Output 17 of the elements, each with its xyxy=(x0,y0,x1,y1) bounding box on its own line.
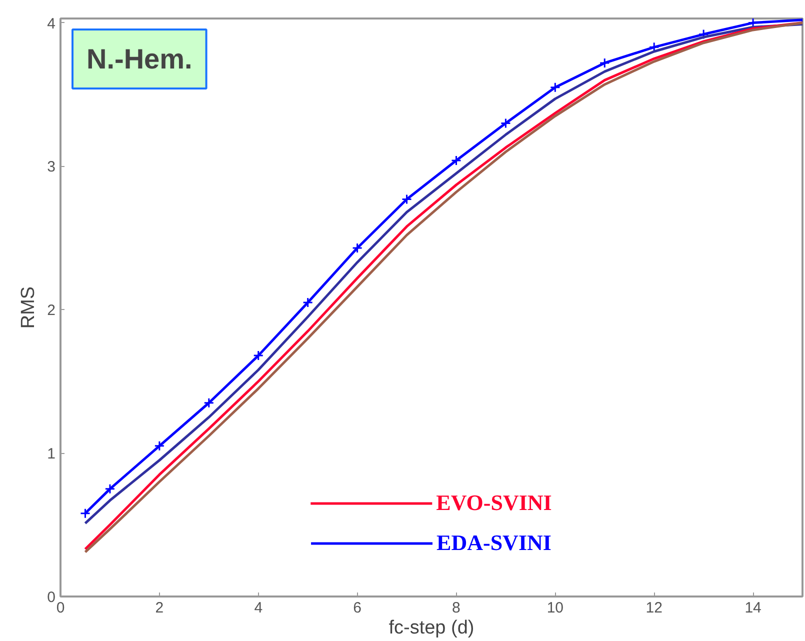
x-tick-label: 2 xyxy=(155,600,164,616)
y-tick-label: 1 xyxy=(47,446,56,463)
text: EVO-SVINI xyxy=(436,490,552,516)
text: EDA-SVINI xyxy=(436,530,552,556)
x-tick-label: 6 xyxy=(353,600,362,616)
x-tick-label: 12 xyxy=(646,600,662,616)
y-tick-label: 2 xyxy=(47,302,56,320)
x-tick-label: 8 xyxy=(452,600,460,616)
y-tick-label: 0 xyxy=(47,589,56,606)
y-axis-title: RMS xyxy=(18,286,40,329)
x-tick-label: 14 xyxy=(744,600,762,616)
y-tick-label: 4 xyxy=(47,15,56,32)
x-tick-label: 4 xyxy=(254,600,263,616)
annotation: N.-Hem. xyxy=(86,44,192,74)
y-tick-label: 3 xyxy=(47,158,56,176)
x-axis-title: fc-step (d) xyxy=(388,618,474,638)
x-tick-label: 10 xyxy=(546,600,564,616)
